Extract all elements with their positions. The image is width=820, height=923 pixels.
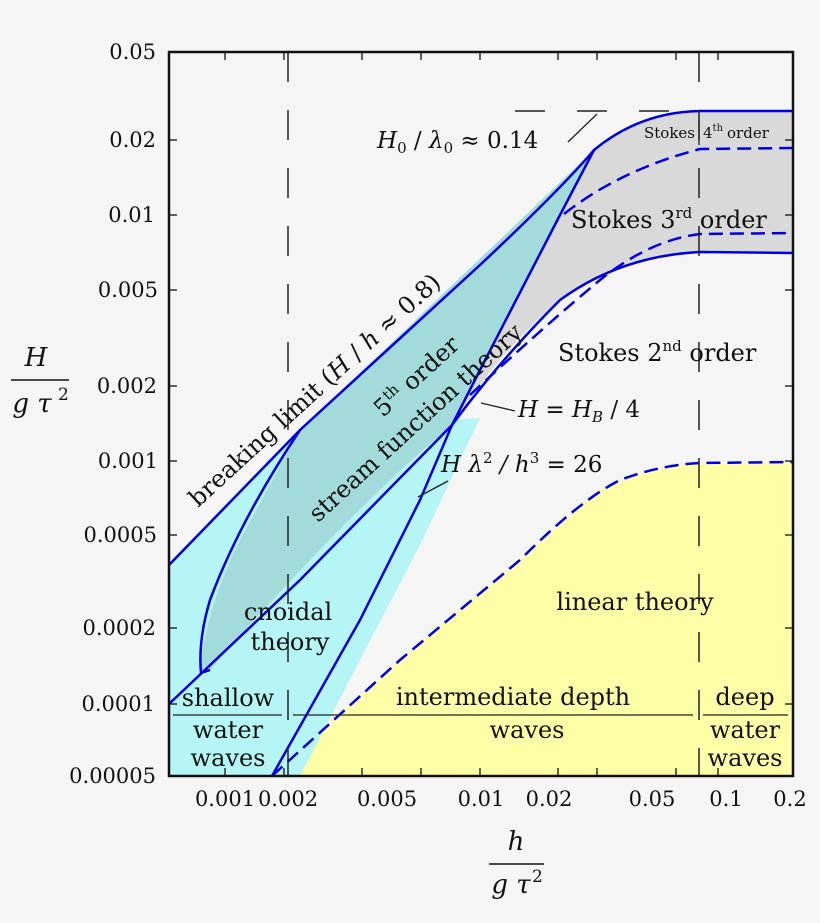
y-tick-label: 0.002 [97,374,157,398]
x-axis-ticks [224,52,719,776]
y-tick-label: 0.02 [109,128,156,152]
x-tick-label: 0.05 [629,787,676,811]
cnoidal-theory-region [169,418,480,776]
x-tick-label: 0.02 [526,787,573,811]
linear-theory-label: linear theory [556,588,714,616]
x-tick-label: 0.1 [709,787,742,811]
stokes-2-3-boundary [469,231,794,396]
y-axis-title: H g τ 2 [11,343,69,419]
plot-frame [167,50,795,778]
hb-quarter-label: H = HB / 4 [517,397,640,426]
y-tick-label: 0.005 [98,278,158,302]
y-tick-label: 0.0002 [83,616,156,640]
ursell-curve [270,149,596,777]
y-axis-denominator: g τ [12,389,52,419]
cnoidal-label-line1: cnoidal [244,598,332,626]
x-tick-label: 0.002 [258,787,318,811]
cnoidal-label-line2: theory [251,628,330,656]
deep-label-line2: water [710,716,781,744]
x-tick-label: 0.01 [458,787,505,811]
svg-text:Stokes: Stokes [644,124,695,142]
shallow-label-line2: water [193,716,264,744]
x-axis-denominator: g τ [491,870,531,900]
y-axis-tick-labels: 0.05 0.02 0.01 0.005 0.002 0.001 0.0005 … [69,40,158,788]
linear-limit-curve [271,460,794,777]
y-tick-label: 0.05 [109,40,156,64]
shallow-label-line1: shallow [182,684,275,712]
y-tick-label: 0.0001 [82,692,155,716]
y-tick-label: 0.001 [98,449,158,473]
stream-left-boundary [199,429,302,675]
intermediate-label-line1: intermediate depth [396,683,630,711]
steepness-pointer [567,113,598,143]
y-tick-label: 0.00005 [69,764,156,788]
stokes-region [452,111,793,425]
y-axis-numerator: H [24,343,49,373]
stokes-3rd-label: Stokes 3rd order [571,204,767,234]
y-axis-ticks [169,139,793,705]
x-axis-tick-labels: 0.001 0.002 0.005 0.01 0.02 0.05 0.1 0.2 [195,787,807,811]
deep-label-line1: deep [715,683,774,711]
stream-function-region [200,150,594,673]
x-axis-title: h g τ 2 [489,827,544,900]
stokes-4th-label: Stokes 4th order [644,120,770,145]
hb-quarter-curve [168,250,794,705]
steepness-limit-label: H0 / λ0 ≈ 0.14 [376,128,538,157]
x-tick-label: 0.005 [357,787,417,811]
hb-quarter-pointer [480,402,516,412]
y-tick-label: 0.01 [108,203,155,227]
x-axis-exponent: 2 [532,867,543,887]
intermediate-label-line2: waves [490,716,565,744]
x-tick-label: 0.2 [773,787,806,811]
deep-label-line3: waves [708,744,783,772]
ursell-pointer [417,480,449,498]
linear-theory-region [272,462,793,776]
shallow-label-line3: waves [191,744,266,772]
x-tick-label: 0.001 [195,787,255,811]
x-axis-numerator: h [508,827,525,857]
y-tick-label: 0.0005 [84,523,157,547]
y-axis-exponent: 2 [58,385,69,405]
stokes-2nd-label: Stokes 2nd order [558,337,757,367]
ursell-label: H λ2 / h3 = 26 [440,449,602,478]
